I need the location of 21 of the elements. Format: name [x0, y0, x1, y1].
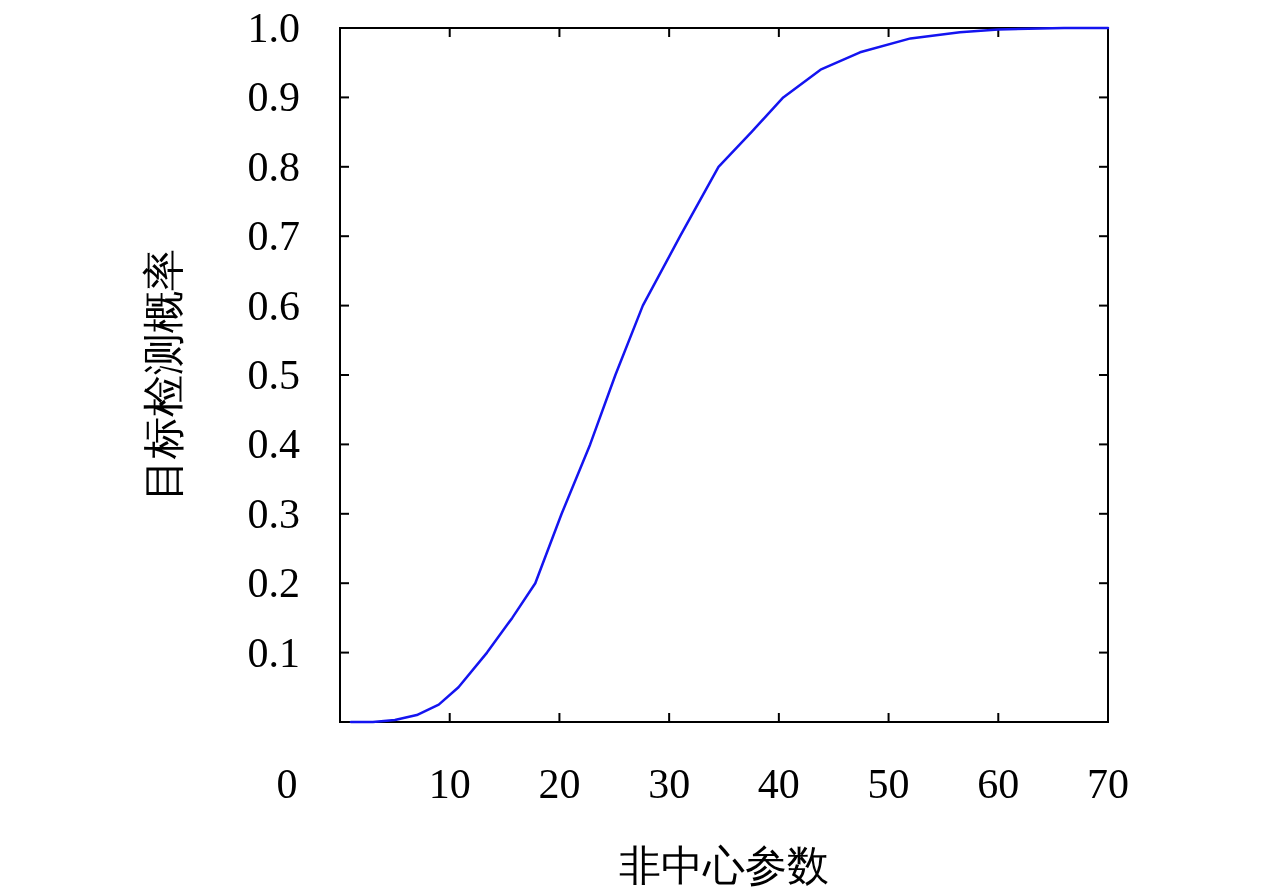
y-tick-label: 0.7: [247, 213, 300, 260]
x-axis-title: 非中心参数: [619, 843, 829, 889]
y-tick-label: 0.5: [247, 352, 300, 398]
y-tick-label: 1.0: [247, 5, 300, 51]
line-series: [349, 26, 1110, 724]
y-tick-label: 0.4: [247, 421, 300, 468]
x-tick-label: 30: [648, 761, 691, 807]
y-tick-label: 0.1: [247, 629, 300, 676]
y-axis-title: 目标检测概率: [141, 249, 187, 501]
text: 0: [276, 761, 298, 807]
x-tick-label: 50: [867, 761, 910, 807]
y-tick-label: 0.3: [247, 490, 300, 537]
y-tick-label: 0.2: [247, 560, 300, 607]
x-tick-label: 10: [428, 761, 471, 807]
y-tick-label: 0.9: [247, 74, 300, 121]
x-tick-label: 70: [1087, 761, 1129, 807]
x-tick-label: 20: [538, 761, 581, 807]
y-tick-label: 0.8: [247, 143, 300, 190]
x-tick-label: 40: [757, 761, 800, 807]
y-tick-label: 0.6: [247, 282, 300, 329]
x-tick-label: 60: [977, 761, 1020, 807]
